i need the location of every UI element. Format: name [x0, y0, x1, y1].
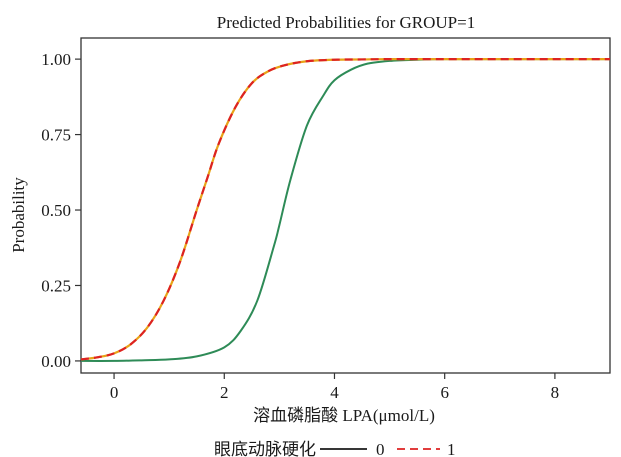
y-axis: 0.00 0.25 0.50 0.75 1.00 — [41, 50, 81, 371]
chart-title: Predicted Probabilities for GROUP=1 — [217, 13, 475, 32]
y-tick-label: 0.75 — [41, 126, 71, 145]
series-line-1 — [80, 58, 610, 361]
legend-label-1: 1 — [447, 440, 456, 457]
x-tick-label: 6 — [440, 383, 449, 402]
x-axis: 0 2 4 6 8 — [110, 373, 559, 402]
y-tick-label: 0.50 — [41, 201, 71, 220]
plot-frame — [80, 37, 611, 374]
x-tick-label: 0 — [110, 383, 119, 402]
x-axis-title: 溶血磷脂酸 LPA(μmol/L) — [253, 406, 435, 425]
y-tick-label: 0.00 — [41, 352, 71, 371]
legend-label-0: 0 — [376, 440, 385, 457]
y-tick-label: 1.00 — [41, 50, 71, 69]
legend: 眼底动脉硬化 0 1 — [214, 440, 456, 457]
y-axis-title: Probability — [9, 177, 28, 253]
y-tick-label: 0.25 — [41, 276, 71, 295]
series-layer — [80, 58, 610, 362]
x-tick-label: 4 — [330, 383, 339, 402]
x-tick-label: 2 — [220, 383, 229, 402]
legend-title: 眼底动脉硬化 — [214, 440, 316, 457]
x-tick-label: 8 — [551, 383, 560, 402]
